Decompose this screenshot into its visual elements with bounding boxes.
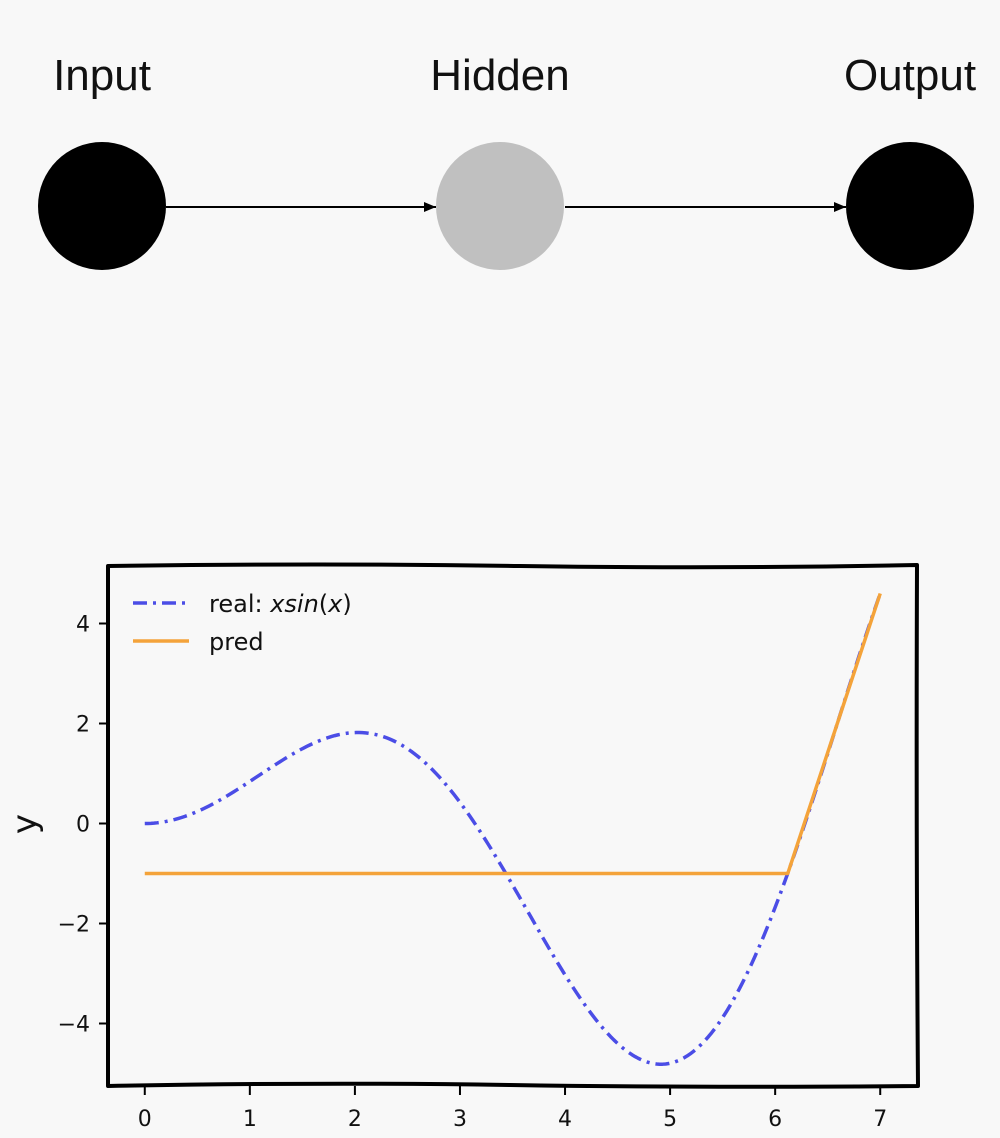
output-node — [846, 142, 974, 270]
x-tick-label-6: 6 — [768, 1107, 782, 1132]
y-ticks: 4 2 0 −2 −4 — [58, 613, 108, 1038]
legend-pred-label: pred — [209, 628, 264, 656]
x-ticks: 0 1 2 3 4 5 6 7 — [138, 1086, 887, 1132]
hidden-node-label: Hidden — [430, 51, 569, 100]
network-diagram: Input Hidden Output — [38, 51, 976, 270]
x-tick-label-5: 5 — [663, 1107, 677, 1132]
input-node — [38, 142, 166, 270]
x-tick-label-3: 3 — [453, 1107, 467, 1132]
hidden-node — [436, 142, 564, 270]
y-tick-label--4: −4 — [58, 1013, 90, 1038]
series-real-line — [144, 592, 882, 1066]
plot-frame — [106, 562, 920, 1089]
y-tick-label-4: 4 — [76, 613, 90, 638]
y-tick-label--2: −2 — [58, 913, 90, 938]
input-node-label: Input — [53, 51, 151, 100]
x-tick-label-1: 1 — [243, 1107, 257, 1132]
y-tick-label-0: 0 — [76, 813, 90, 838]
series-layer — [144, 592, 882, 1066]
legend: real: xsin(x) pred — [133, 590, 352, 656]
x-tick-label-4: 4 — [558, 1107, 572, 1132]
x-tick-label-0: 0 — [138, 1107, 152, 1132]
x-tick-label-2: 2 — [348, 1107, 362, 1132]
x-tick-label-7: 7 — [873, 1107, 887, 1132]
legend-real-label: real: xsin(x) — [209, 590, 352, 618]
y-axis-label: y — [5, 814, 45, 834]
output-node-label: Output — [844, 51, 976, 100]
series-pred-line — [144, 592, 882, 876]
y-tick-label-2: 2 — [76, 713, 90, 738]
line-chart: 0 1 2 3 4 5 6 7 4 2 0 −2 −4 y real: xsin(x) pred — [5, 562, 920, 1132]
